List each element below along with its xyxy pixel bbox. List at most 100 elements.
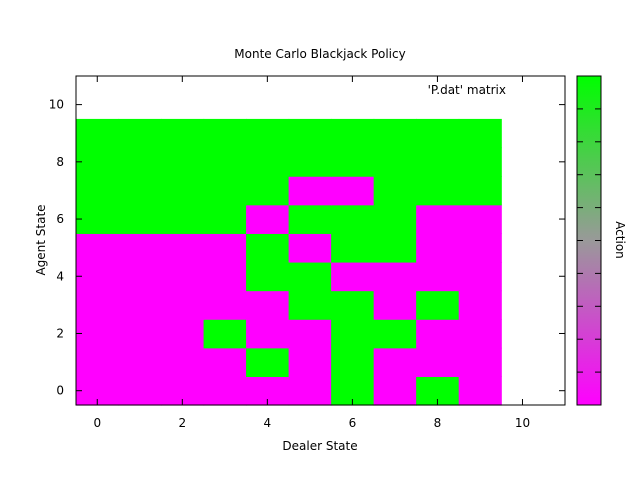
y-tick-label: 2	[56, 326, 64, 340]
heatmap-cell	[203, 118, 247, 149]
heatmap-cell	[203, 204, 247, 234]
heatmap-cell	[118, 261, 162, 292]
heatmap-cell	[373, 233, 417, 263]
heatmap-cell	[161, 347, 205, 377]
heatmap-cell	[373, 204, 417, 234]
heatmap-cell	[373, 290, 417, 320]
heatmap-cell	[76, 118, 120, 149]
heatmap-cell	[458, 261, 502, 292]
y-tick-label: 8	[56, 155, 64, 169]
heatmap-cell	[118, 290, 162, 320]
heatmap-cell	[203, 147, 247, 177]
y-axis-label: Agent State	[34, 204, 48, 275]
heatmap-cell	[458, 347, 502, 377]
heatmap-cell	[373, 147, 417, 177]
heatmap-cell	[416, 147, 460, 177]
heatmap-cell	[288, 147, 332, 177]
heatmap-cell	[288, 347, 332, 377]
x-tick-label: 2	[178, 416, 186, 430]
heatmap-cell	[458, 118, 502, 149]
heatmap-cell	[246, 204, 290, 234]
heatmap-cell	[246, 233, 290, 263]
heatmap-cell	[458, 147, 502, 177]
heatmap-cell	[416, 204, 460, 234]
heatmap-cell	[118, 204, 162, 234]
heatmap-cell	[76, 290, 120, 320]
heatmap-cell	[373, 319, 417, 349]
heatmap-cell	[416, 319, 460, 349]
heatmap-cell	[203, 176, 247, 206]
heatmap-cell	[331, 204, 375, 234]
heatmap-cell	[416, 176, 460, 206]
heatmap-cell	[246, 290, 290, 320]
heatmap-cell	[288, 176, 332, 206]
heatmap-cell	[373, 176, 417, 206]
heatmap-cell	[118, 319, 162, 349]
y-tick-label: 4	[56, 269, 64, 283]
heatmap-cell	[161, 204, 205, 234]
heatmap-cell	[331, 176, 375, 206]
heatmap-cell	[331, 233, 375, 263]
heatmap-cell	[161, 147, 205, 177]
heatmap-cell	[458, 290, 502, 320]
heatmap-cell	[288, 376, 332, 406]
heatmap-cell	[246, 176, 290, 206]
heatmap-cell	[416, 347, 460, 377]
heatmap-cell	[118, 376, 162, 406]
heatmap-cell	[76, 319, 120, 349]
heatmap-cell	[161, 290, 205, 320]
heatmap-cell	[203, 319, 247, 349]
heatmap-cell	[161, 261, 205, 292]
heatmap-cell	[203, 290, 247, 320]
heatmap-cell	[373, 261, 417, 292]
heatmap-cell	[331, 118, 375, 149]
heatmap-cell	[458, 376, 502, 406]
colorbar-ticks	[577, 108, 601, 373]
heatmap-cell	[118, 347, 162, 377]
x-tick-label: 8	[434, 416, 442, 430]
heatmap-cell	[161, 118, 205, 149]
heatmap-cell	[331, 147, 375, 177]
heatmap-cell	[458, 176, 502, 206]
heatmap-cell	[76, 176, 120, 206]
heatmap-cell	[458, 233, 502, 263]
heatmap-cell	[288, 118, 332, 149]
x-axis-label: Dealer State	[282, 439, 357, 453]
heatmap-cell	[331, 261, 375, 292]
heatmap-cell	[288, 204, 332, 234]
colorbar-label: Action	[613, 221, 627, 259]
heatmap-cell	[161, 233, 205, 263]
x-tick-label: 4	[264, 416, 272, 430]
heatmap-cell	[246, 261, 290, 292]
heatmap-cell	[246, 347, 290, 377]
heatmap-cell	[288, 233, 332, 263]
heatmap-cell	[76, 204, 120, 234]
heatmap-cell	[161, 319, 205, 349]
heatmap-cell	[416, 233, 460, 263]
heatmap-cell	[76, 347, 120, 377]
y-axis-ticks: 0 2 4 6 8 10	[49, 98, 565, 398]
heatmap-cell	[288, 319, 332, 349]
legend-entry: 'P.dat' matrix	[428, 83, 506, 97]
heatmap-cell	[458, 204, 502, 234]
heatmap-cells	[76, 118, 502, 406]
heatmap-cell	[416, 290, 460, 320]
heatmap-cell	[76, 261, 120, 292]
heatmap-cell	[118, 147, 162, 177]
heatmap-cell	[203, 347, 247, 377]
heatmap-cell	[373, 347, 417, 377]
heatmap-cell	[246, 319, 290, 349]
heatmap-cell	[118, 176, 162, 206]
y-tick-label: 6	[56, 212, 64, 226]
heatmap-cell	[246, 147, 290, 177]
x-axis-ticks: 0 2 4 6 8 10	[93, 76, 530, 430]
heatmap-cell	[416, 118, 460, 149]
heatmap-cell	[118, 233, 162, 263]
heatmap-cell	[76, 233, 120, 263]
y-tick-label: 10	[49, 98, 64, 112]
heatmap-cell	[161, 176, 205, 206]
plot-frame	[75, 75, 566, 406]
heatmap-cell	[203, 376, 247, 406]
x-tick-label: 0	[93, 416, 101, 430]
